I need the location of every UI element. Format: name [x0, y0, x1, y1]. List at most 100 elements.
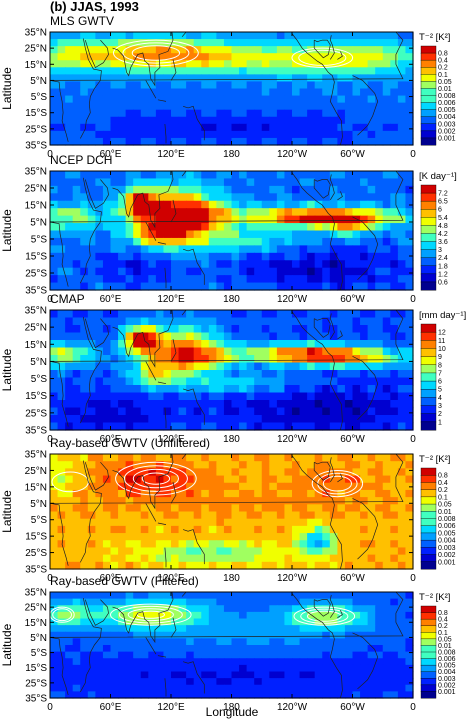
heatmap-cell — [133, 645, 142, 653]
heatmap-cell — [57, 208, 66, 217]
heatmap-cell — [329, 39, 338, 47]
heatmap-cell — [201, 267, 210, 276]
heatmap-cell — [140, 340, 149, 349]
heatmap-cell — [118, 252, 127, 261]
heatmap-cell — [208, 671, 217, 679]
heatmap-cell — [110, 123, 119, 132]
heatmap-cell — [223, 561, 233, 570]
heatmap-cell — [360, 102, 369, 111]
heatmap-cell — [201, 468, 210, 477]
heatmap-cell — [375, 275, 384, 284]
heatmap-cell — [329, 611, 338, 620]
heatmap-cell — [140, 497, 149, 505]
heatmap-cell — [65, 130, 74, 139]
heatmap-cell — [50, 260, 59, 269]
heatmap-cell — [155, 533, 165, 541]
heatmap-cell — [231, 385, 240, 394]
heatmap-cell — [80, 260, 89, 269]
heatmap-cell — [102, 625, 112, 633]
heatmap-cell — [231, 230, 240, 239]
heatmap-cell — [50, 67, 59, 75]
heatmap-cell — [246, 370, 255, 379]
colorbar-swatch — [420, 638, 437, 646]
heatmap-cell — [178, 540, 187, 549]
y-tick-label: 25°N — [25, 323, 47, 334]
heatmap-cell — [360, 260, 369, 269]
heatmap-cell — [186, 130, 195, 139]
heatmap-cell — [322, 67, 331, 75]
heatmap-cell — [140, 60, 149, 68]
heatmap-cell — [155, 554, 165, 563]
heatmap-cell — [397, 684, 407, 692]
heatmap-cell — [87, 407, 96, 416]
heatmap-cell — [223, 223, 233, 232]
heatmap-cell — [148, 325, 157, 334]
heatmap-cell — [261, 392, 270, 401]
heatmap-cell — [405, 525, 414, 534]
heatmap-cell — [133, 525, 142, 534]
heatmap-cell — [254, 88, 263, 97]
heatmap-cell — [299, 267, 308, 276]
heatmap-cell — [72, 123, 81, 132]
heatmap-cell — [390, 482, 399, 491]
heatmap-cell — [50, 267, 59, 276]
heatmap-cell — [57, 123, 66, 132]
heatmap-cell — [360, 533, 369, 541]
heatmap-cell — [140, 561, 149, 570]
heatmap-cell — [382, 245, 391, 254]
heatmap-cell — [95, 362, 104, 371]
heatmap-cell — [50, 74, 59, 83]
heatmap-cell — [254, 340, 263, 349]
heatmap-cell — [239, 53, 248, 61]
heatmap-cell — [163, 605, 172, 613]
heatmap-cell — [269, 223, 278, 232]
heatmap-cell — [269, 116, 278, 125]
heatmap-cell — [102, 671, 112, 679]
heatmap-cell — [390, 60, 399, 68]
heatmap-cell — [284, 252, 293, 261]
heatmap-cell — [299, 81, 308, 90]
heatmap-cell — [80, 377, 89, 386]
heatmap-cell — [360, 611, 369, 620]
heatmap-cell — [307, 651, 316, 659]
heatmap-cell — [246, 39, 255, 47]
colorbar-swatch — [420, 467, 437, 476]
colorbar-swatch — [420, 257, 437, 267]
heatmap-cell — [284, 81, 293, 90]
heatmap-cell — [246, 611, 255, 620]
heatmap-cell — [329, 525, 338, 534]
heatmap-cell — [95, 377, 104, 386]
heatmap-cell — [216, 46, 225, 54]
heatmap-cell — [155, 678, 165, 686]
heatmap-cell — [216, 275, 225, 284]
heatmap-cell — [186, 554, 195, 563]
heatmap-cell — [178, 461, 187, 469]
heatmap-cell — [352, 415, 361, 424]
heatmap-cell — [223, 116, 233, 125]
heatmap-cell — [186, 678, 195, 686]
heatmap-cell — [375, 618, 384, 626]
heatmap-cell — [125, 355, 134, 364]
heatmap-cell — [375, 475, 384, 484]
heatmap-cell — [201, 130, 210, 139]
heatmap-cell — [329, 598, 338, 606]
heatmap-cell — [390, 468, 399, 477]
coastline — [145, 80, 157, 99]
heatmap-cell — [284, 592, 293, 600]
heatmap-cell — [337, 362, 346, 371]
heatmap-cell — [186, 664, 195, 673]
heatmap-cell — [254, 46, 263, 54]
heatmap-cell — [344, 598, 354, 606]
heatmap-cell — [360, 468, 369, 477]
heatmap-cell — [382, 200, 391, 209]
heatmap-cell — [367, 415, 376, 424]
y-axis-label: Latitude — [0, 67, 14, 110]
heatmap-cell — [284, 645, 293, 653]
heatmap-cell — [329, 370, 338, 379]
heatmap-cell — [246, 504, 255, 513]
heatmap-cell — [367, 317, 376, 326]
heatmap-cell — [314, 252, 323, 261]
heatmap-cell — [284, 237, 293, 246]
heatmap-cell — [284, 377, 293, 386]
colorbar-tick-label: 0.05 — [438, 502, 452, 509]
